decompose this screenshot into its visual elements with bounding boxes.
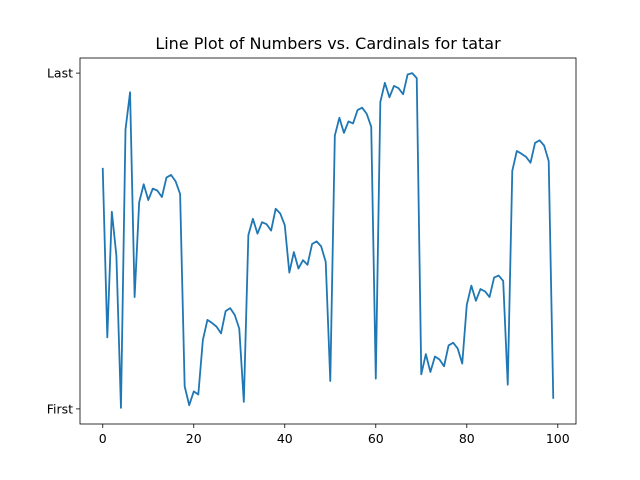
y-tick-label: First	[47, 401, 73, 416]
x-tick-label: 60	[368, 431, 384, 446]
chart-title: Line Plot of Numbers vs. Cardinals for t…	[155, 34, 501, 53]
series-line-0	[101, 72, 555, 409]
y-tick-label: Last	[47, 66, 73, 81]
x-tick-label: 80	[459, 431, 475, 446]
x-tick-label: 20	[186, 431, 202, 446]
x-tick-label: 0	[99, 431, 107, 446]
x-tick-label: 40	[277, 431, 293, 446]
axes-frame	[79, 57, 577, 425]
axes-background	[80, 58, 576, 424]
plot-area: 0 20 40 60 80 100 First Last	[47, 57, 577, 446]
x-tick-label: 100	[546, 431, 570, 446]
